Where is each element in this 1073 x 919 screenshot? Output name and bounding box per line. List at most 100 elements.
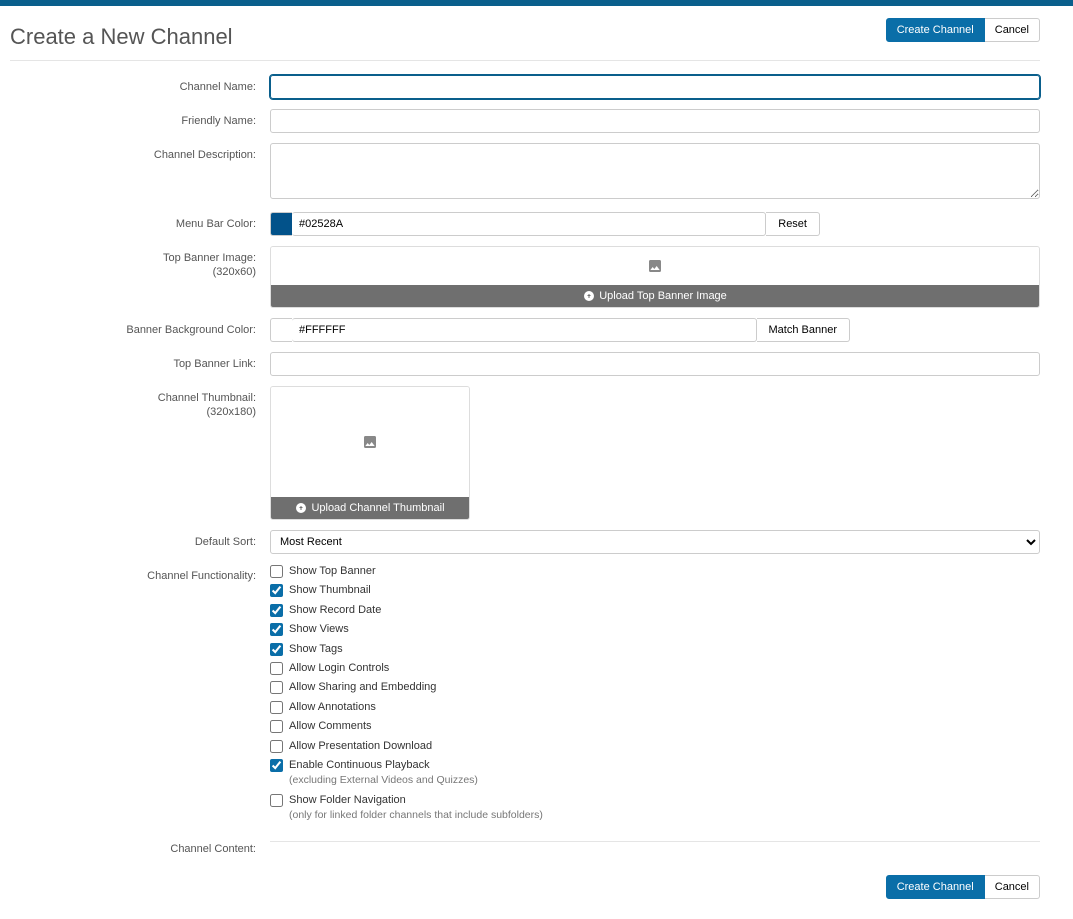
checkbox-label-allow_presentation_download: Allow Presentation Download: [289, 740, 432, 752]
image-placeholder-icon: [361, 434, 379, 450]
label-top-banner-link: Top Banner Link:: [10, 352, 270, 371]
checkbox-allow_comments[interactable]: [270, 720, 283, 733]
checkbox-label-show_top_banner: Show Top Banner: [289, 565, 376, 577]
channel-thumbnail-preview: [271, 387, 469, 497]
row-channel-functionality: Channel Functionality: Show Top BannerSh…: [10, 564, 1040, 827]
label-top-banner-image-text: Top Banner Image:: [163, 252, 256, 264]
label-channel-thumbnail: Channel Thumbnail: (320x180): [10, 386, 270, 420]
reset-color-button[interactable]: Reset: [766, 212, 820, 236]
functionality-list: Show Top Banner Show Thumbnail Show Record…: [270, 564, 1040, 827]
channel-description-input[interactable]: [270, 143, 1040, 199]
friendly-name-input[interactable]: [270, 109, 1040, 133]
label-channel-name: Channel Name:: [10, 75, 270, 94]
checkbox-enable_continuous_playback[interactable]: [270, 759, 283, 772]
label-channel-thumbnail-text: Channel Thumbnail:: [158, 392, 256, 404]
checkbox-show_top_banner[interactable]: [270, 565, 283, 578]
checkbox-show_record_date[interactable]: [270, 604, 283, 617]
label-top-banner-image: Top Banner Image: (320x60): [10, 246, 270, 280]
header-divider: [10, 60, 1040, 61]
checkbox-row-show_top_banner: Show Top Banner: [270, 564, 1040, 579]
footer-button-group: Create Channel Cancel: [886, 875, 1040, 899]
checkbox-show_thumbnail[interactable]: [270, 584, 283, 597]
checkbox-row-show_record_date: Show Record Date: [270, 603, 1040, 618]
checkbox-allow_presentation_download[interactable]: [270, 740, 283, 753]
header-button-group: Create Channel Cancel: [886, 18, 1040, 42]
top-banner-link-input[interactable]: [270, 352, 1040, 376]
checkbox-label-allow_annotations: Allow Annotations: [289, 701, 376, 713]
checkbox-label-show_folder_navigation: Show Folder Navigation: [289, 794, 406, 806]
menu-bar-color-swatch[interactable]: [270, 212, 292, 236]
create-channel-button-footer[interactable]: Create Channel: [886, 875, 985, 899]
checkbox-row-allow_comments: Allow Comments: [270, 719, 1040, 734]
upload-top-banner-label: Upload Top Banner Image: [599, 290, 727, 302]
checkbox-row-allow_annotations: Allow Annotations: [270, 700, 1040, 715]
banner-bg-color-input[interactable]: [292, 318, 757, 342]
checkbox-row-show_views: Show Views: [270, 622, 1040, 637]
row-channel-content: Channel Content:: [10, 837, 1040, 856]
checkbox-sublabel-show_folder_navigation: (only for linked folder channels that in…: [289, 809, 543, 821]
label-top-banner-image-sub: (320x60): [213, 266, 256, 278]
row-channel-description: Channel Description:: [10, 143, 1040, 202]
checkbox-label-show_views: Show Views: [289, 623, 349, 635]
label-channel-content: Channel Content:: [10, 837, 270, 856]
channel-content-divider: [270, 841, 1040, 842]
checkbox-label-show_record_date: Show Record Date: [289, 604, 381, 616]
checkbox-row-enable_continuous_playback: Enable Continuous Playback (excluding Ext…: [270, 758, 1040, 789]
label-channel-thumbnail-sub: (320x180): [206, 406, 256, 418]
row-menu-bar-color: Menu Bar Color: Reset: [10, 212, 1040, 236]
checkbox-row-show_thumbnail: Show Thumbnail: [270, 583, 1040, 598]
top-banner-upload-area: Upload Top Banner Image: [270, 246, 1040, 308]
upload-icon: [583, 290, 595, 302]
checkbox-label-allow_login_controls: Allow Login Controls: [289, 662, 389, 674]
row-channel-thumbnail: Channel Thumbnail: (320x180) Upload Chan…: [10, 386, 1040, 520]
checkbox-label-allow_sharing_embedding: Allow Sharing and Embedding: [289, 681, 436, 693]
channel-name-input[interactable]: [270, 75, 1040, 99]
checkbox-show_views[interactable]: [270, 623, 283, 636]
label-banner-bg-color: Banner Background Color:: [10, 318, 270, 337]
menu-bar-color-input[interactable]: [292, 212, 766, 236]
row-channel-name: Channel Name:: [10, 75, 1040, 99]
channel-thumbnail-upload-area: Upload Channel Thumbnail: [270, 386, 470, 520]
row-friendly-name: Friendly Name:: [10, 109, 1040, 133]
checkbox-allow_login_controls[interactable]: [270, 662, 283, 675]
upload-channel-thumbnail-button[interactable]: Upload Channel Thumbnail: [271, 497, 469, 519]
checkbox-label-enable_continuous_playback: Enable Continuous Playback: [289, 759, 430, 771]
checkbox-label-allow_comments: Allow Comments: [289, 720, 372, 732]
checkbox-allow_annotations[interactable]: [270, 701, 283, 714]
checkbox-row-allow_login_controls: Allow Login Controls: [270, 661, 1040, 676]
row-banner-bg-color: Banner Background Color: Match Banner: [10, 318, 1040, 342]
cancel-button-footer[interactable]: Cancel: [985, 875, 1040, 899]
label-friendly-name: Friendly Name:: [10, 109, 270, 128]
upload-top-banner-button[interactable]: Upload Top Banner Image: [271, 285, 1039, 307]
label-menu-bar-color: Menu Bar Color:: [10, 212, 270, 231]
row-top-banner-image: Top Banner Image: (320x60) Upload Top Ba…: [10, 246, 1040, 308]
label-channel-functionality: Channel Functionality:: [10, 564, 270, 583]
upload-channel-thumbnail-label: Upload Channel Thumbnail: [311, 502, 444, 514]
checkbox-row-allow_sharing_embedding: Allow Sharing and Embedding: [270, 680, 1040, 695]
banner-bg-color-swatch[interactable]: [270, 318, 292, 342]
image-placeholder-icon: [646, 258, 664, 274]
row-top-banner-link: Top Banner Link:: [10, 352, 1040, 376]
label-channel-description: Channel Description:: [10, 143, 270, 162]
checkbox-row-show_folder_navigation: Show Folder Navigation (only for linked f…: [270, 793, 1040, 824]
header-row: Create a New Channel Create Channel Canc…: [10, 6, 1040, 60]
default-sort-select[interactable]: Most Recent: [270, 530, 1040, 554]
checkbox-show_folder_navigation[interactable]: [270, 794, 283, 807]
checkbox-label-show_tags: Show Tags: [289, 643, 343, 655]
page-title: Create a New Channel: [10, 24, 233, 50]
cancel-button[interactable]: Cancel: [985, 18, 1040, 42]
create-channel-button[interactable]: Create Channel: [886, 18, 985, 42]
match-banner-button[interactable]: Match Banner: [757, 318, 850, 342]
footer-row: Create Channel Cancel: [10, 875, 1040, 899]
checkbox-label-show_thumbnail: Show Thumbnail: [289, 584, 371, 596]
checkbox-allow_sharing_embedding[interactable]: [270, 681, 283, 694]
checkbox-show_tags[interactable]: [270, 643, 283, 656]
top-banner-preview: [271, 247, 1039, 285]
checkbox-sublabel-enable_continuous_playback: (excluding External Videos and Quizzes): [289, 774, 478, 786]
checkbox-row-allow_presentation_download: Allow Presentation Download: [270, 739, 1040, 754]
upload-icon: [295, 502, 307, 514]
page-container: Create a New Channel Create Channel Canc…: [0, 6, 1050, 919]
row-default-sort: Default Sort: Most Recent: [10, 530, 1040, 554]
label-default-sort: Default Sort:: [10, 530, 270, 549]
checkbox-row-show_tags: Show Tags: [270, 642, 1040, 657]
